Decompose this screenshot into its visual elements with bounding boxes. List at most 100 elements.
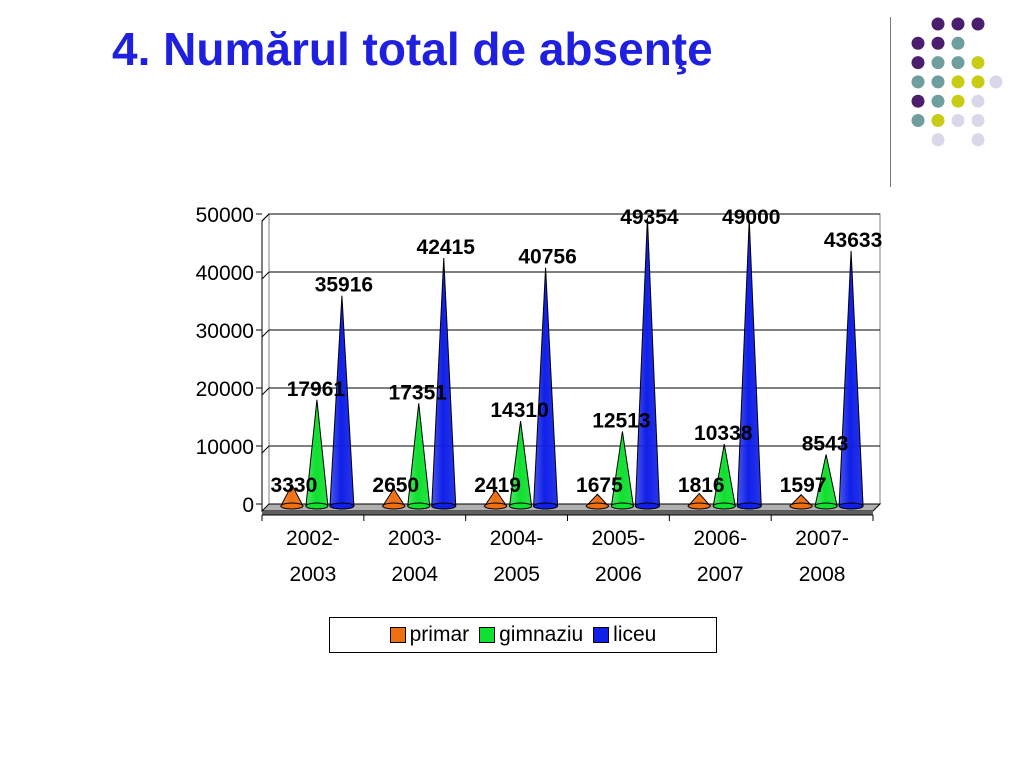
y-tick-label: 50000 [196,204,254,227]
cone-base-gimnaziu [407,502,431,510]
decorative-dot [911,94,925,108]
x-tick-label: 2005 [493,563,540,586]
decorative-dot [931,75,945,89]
y-tick-label: 0 [242,494,254,517]
decorative-dot [989,75,1003,89]
decorative-dot [971,133,985,147]
decorative-dot [951,36,965,50]
cone-base-liceu [736,502,762,510]
cone-base-gimnaziu [305,502,329,510]
data-label-liceu: 43633 [824,229,882,252]
data-label-gimnaziu: 14310 [490,399,548,422]
data-label-liceu: 49354 [620,206,679,229]
legend-swatch-gimnaziu [479,627,496,643]
data-label-gimnaziu: 17351 [389,381,448,404]
decorative-dot [931,114,945,127]
legend-swatch-liceu [593,627,610,643]
decorative-dot [951,94,965,108]
cone-base-primar [789,502,813,510]
data-label-gimnaziu: 8543 [802,432,849,455]
data-label-primar: 1597 [780,474,827,497]
gridline-side [261,329,270,338]
data-label-primar: 1816 [678,474,725,497]
cone-base-liceu [431,502,457,510]
legend-item-primar: primar [389,623,470,647]
data-label-primar: 3330 [271,474,318,497]
x-tick-label: 2004- [490,527,544,550]
x-tick-label: 2006- [693,527,747,550]
decorative-dot-grid [911,17,1003,147]
plot-floor-edge [262,511,873,515]
data-label-primar: 1675 [576,474,623,497]
decorative-dot [931,56,945,70]
data-label-gimnaziu: 17961 [287,378,346,401]
decorative-dot [931,36,945,50]
x-tick-label: 2004 [391,563,438,586]
data-label-gimnaziu: 10338 [694,422,753,445]
decorative-dot [971,114,985,127]
legend-label-gimnaziu: gimnaziu [499,623,584,646]
legend-label-liceu: liceu [613,623,657,646]
y-tick-label: 10000 [196,436,254,459]
y-tick-label: 20000 [196,378,254,401]
legend-item-gimnaziu: gimnaziu [479,623,583,647]
decorative-dot [931,17,945,31]
gridline-side [261,445,270,454]
plot-back-wall [268,213,881,505]
y-tick-label: 30000 [196,320,254,343]
cone-base-primar [382,502,406,510]
data-label-liceu: 40756 [518,246,576,269]
decorative-dot [911,36,925,50]
x-tick-label: 2007 [697,563,744,586]
data-label-liceu: 49000 [722,206,780,229]
decorative-dot [951,56,965,70]
y-axis-top-edge [261,213,270,222]
data-label-gimnaziu: 12513 [592,409,650,432]
data-label-liceu: 42415 [417,236,476,259]
x-tick-label: 2007- [795,527,849,550]
decorative-dot [951,114,965,127]
cone-base-liceu [329,502,355,510]
legend-label-primar: primar [409,623,470,646]
chart-legend: primar gimnaziu liceu [329,617,717,653]
decorative-dot [951,75,965,89]
cone-base-primar [280,502,304,510]
slide-title: 4. Numărul total de absenţe [112,23,713,75]
decorative-dot [971,75,985,89]
cone-base-liceu [634,502,660,510]
decorative-divider-line [890,17,891,187]
cone-base-primar [585,502,609,510]
plot-floor [260,503,882,512]
decorative-dot [971,17,985,31]
cone-base-liceu [838,502,864,510]
x-tick-label: 2002- [286,527,340,550]
cone-base-gimnaziu [509,502,533,510]
data-label-primar: 2419 [474,474,521,497]
x-tick-label: 2003- [388,527,442,550]
decorative-dot [931,133,945,147]
cone-base-liceu [533,502,559,510]
cone-base-gimnaziu [712,502,736,510]
decorative-dot [911,114,925,127]
legend-item-liceu: liceu [593,623,656,647]
decorative-dot [911,75,925,89]
gridline-side [261,271,270,280]
cone-base-primar [484,502,508,510]
y-tick-label: 40000 [196,262,254,285]
x-tick-label: 2005- [592,527,646,550]
cone-base-gimnaziu [610,502,634,510]
decorative-dot [971,94,985,108]
x-tick-label: 2006 [595,563,642,586]
decorative-dot [911,56,925,70]
x-tick-label: 2003 [290,563,337,586]
gridline-side [261,387,270,396]
cone-base-gimnaziu [814,502,838,510]
decorative-dot [971,56,985,70]
decorative-dot [931,94,945,108]
x-tick-label: 2008 [799,563,846,586]
cone-base-primar [687,502,711,510]
data-label-liceu: 35916 [315,274,373,297]
decorative-dot [951,17,965,31]
data-label-primar: 2650 [372,474,419,497]
